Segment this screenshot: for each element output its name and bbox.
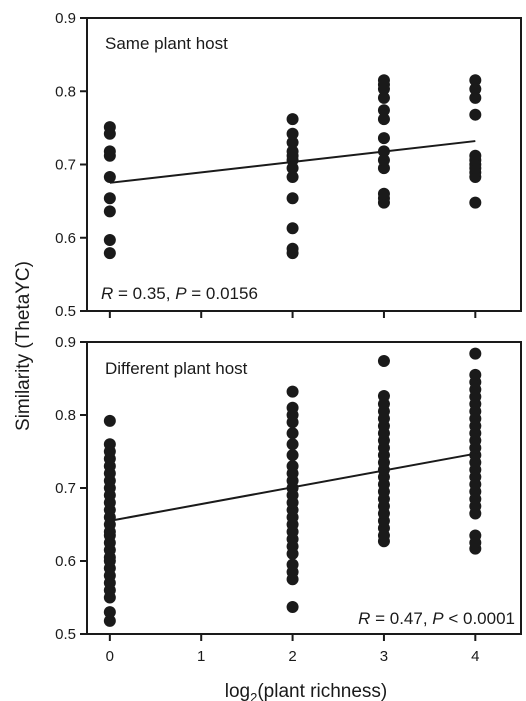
x-tick-label: 4 bbox=[471, 648, 479, 665]
data-point bbox=[103, 170, 116, 183]
data-point bbox=[286, 170, 299, 183]
y-tick-label: 0.7 bbox=[55, 157, 76, 174]
data-point bbox=[286, 385, 299, 398]
data-point bbox=[286, 438, 299, 451]
data-point bbox=[286, 222, 299, 235]
data-point bbox=[103, 438, 116, 451]
y-tick-label: 0.5 bbox=[55, 303, 76, 320]
x-tick-label: 3 bbox=[380, 648, 388, 665]
panel-top-fit-line bbox=[109, 140, 476, 184]
data-point bbox=[377, 390, 390, 403]
y-tick-label: 0.8 bbox=[55, 407, 76, 424]
data-point bbox=[286, 113, 299, 126]
data-point bbox=[286, 558, 299, 571]
y-tick-label: 0.5 bbox=[55, 626, 76, 643]
data-point bbox=[469, 91, 482, 104]
data-point bbox=[377, 113, 390, 126]
x-axis-title: log2(plant richness) bbox=[225, 681, 387, 701]
panel-top-frame bbox=[86, 17, 522, 312]
panel-top-title: Same plant host bbox=[105, 34, 228, 53]
data-point bbox=[377, 187, 390, 200]
x-axis-title-subscript: 2 bbox=[250, 690, 257, 701]
panel-top: Same plant host R = 0.35, P = 0.0156 0.5… bbox=[55, 10, 522, 320]
data-point bbox=[103, 606, 116, 619]
y-tick-label: 0.6 bbox=[55, 230, 76, 247]
data-point bbox=[103, 192, 116, 205]
data-point bbox=[377, 91, 390, 104]
y-axis-title: Similarity (ThetaYC) bbox=[13, 261, 34, 431]
data-point bbox=[103, 247, 116, 260]
x-tick-label: 2 bbox=[288, 648, 296, 665]
x-axis-title-suffix: (plant richness) bbox=[257, 681, 387, 701]
data-point bbox=[377, 74, 390, 87]
panel-top-p-symbol: P bbox=[175, 284, 187, 303]
data-point bbox=[469, 529, 482, 542]
panel-bottom-frame bbox=[86, 341, 522, 635]
panel-bottom-r-symbol: R bbox=[358, 609, 370, 628]
data-point bbox=[286, 449, 299, 462]
panel-bottom-fit-line bbox=[109, 452, 476, 522]
y-tick-label: 0.9 bbox=[55, 10, 76, 27]
panel-top-p-value: = 0.0156 bbox=[187, 284, 258, 303]
data-point bbox=[286, 242, 299, 255]
data-point bbox=[286, 145, 299, 158]
data-point bbox=[377, 104, 390, 117]
data-point bbox=[469, 196, 482, 209]
data-point bbox=[286, 600, 299, 613]
x-axis-title-prefix: log bbox=[225, 681, 250, 701]
panel-top-r-symbol: R bbox=[101, 284, 113, 303]
panel-bottom-axis-ticks: 0.5 0.6 0.7 0.8 0.9 0 1 2 3 4 bbox=[55, 334, 479, 665]
panel-top-stats: R = 0.35, P = 0.0156 bbox=[101, 284, 258, 303]
data-point bbox=[469, 74, 482, 87]
data-point bbox=[103, 121, 116, 134]
data-point bbox=[286, 401, 299, 414]
panel-bottom-points bbox=[103, 347, 482, 627]
y-tick-label: 0.9 bbox=[55, 334, 76, 351]
panel-bottom-r-value: = 0.47, bbox=[370, 609, 432, 628]
panel-bottom-title: Different plant host bbox=[105, 359, 248, 378]
data-point bbox=[103, 233, 116, 246]
data-point bbox=[469, 368, 482, 381]
data-point bbox=[469, 149, 482, 162]
data-point bbox=[103, 145, 116, 158]
panel-bottom-stats: R = 0.47, P < 0.0001 bbox=[358, 609, 515, 628]
data-point bbox=[286, 460, 299, 473]
panel-top-points bbox=[103, 74, 482, 260]
panel-top-axis-ticks: 0.5 0.6 0.7 0.8 0.9 bbox=[55, 10, 477, 320]
data-point bbox=[377, 132, 390, 145]
data-point bbox=[286, 192, 299, 205]
x-tick-label: 1 bbox=[197, 648, 205, 665]
panel-bottom: Different plant host R = 0.47, P < 0.000… bbox=[55, 334, 522, 665]
data-point bbox=[377, 154, 390, 167]
data-point bbox=[377, 354, 390, 367]
y-tick-label: 0.8 bbox=[55, 83, 76, 100]
data-point bbox=[469, 83, 482, 96]
data-point bbox=[469, 347, 482, 360]
panel-bottom-p-value: < 0.0001 bbox=[444, 609, 515, 628]
data-point bbox=[286, 136, 299, 149]
x-tick-label: 0 bbox=[106, 648, 114, 665]
data-point bbox=[103, 205, 116, 218]
y-tick-label: 0.7 bbox=[55, 480, 76, 497]
data-point bbox=[103, 614, 116, 627]
panel-top-r-value: = 0.35, bbox=[113, 284, 175, 303]
data-point bbox=[103, 414, 116, 427]
data-point bbox=[286, 427, 299, 440]
data-point bbox=[286, 127, 299, 140]
data-point bbox=[469, 108, 482, 121]
y-tick-label: 0.6 bbox=[55, 553, 76, 570]
panel-bottom-p-symbol: P bbox=[432, 609, 444, 628]
